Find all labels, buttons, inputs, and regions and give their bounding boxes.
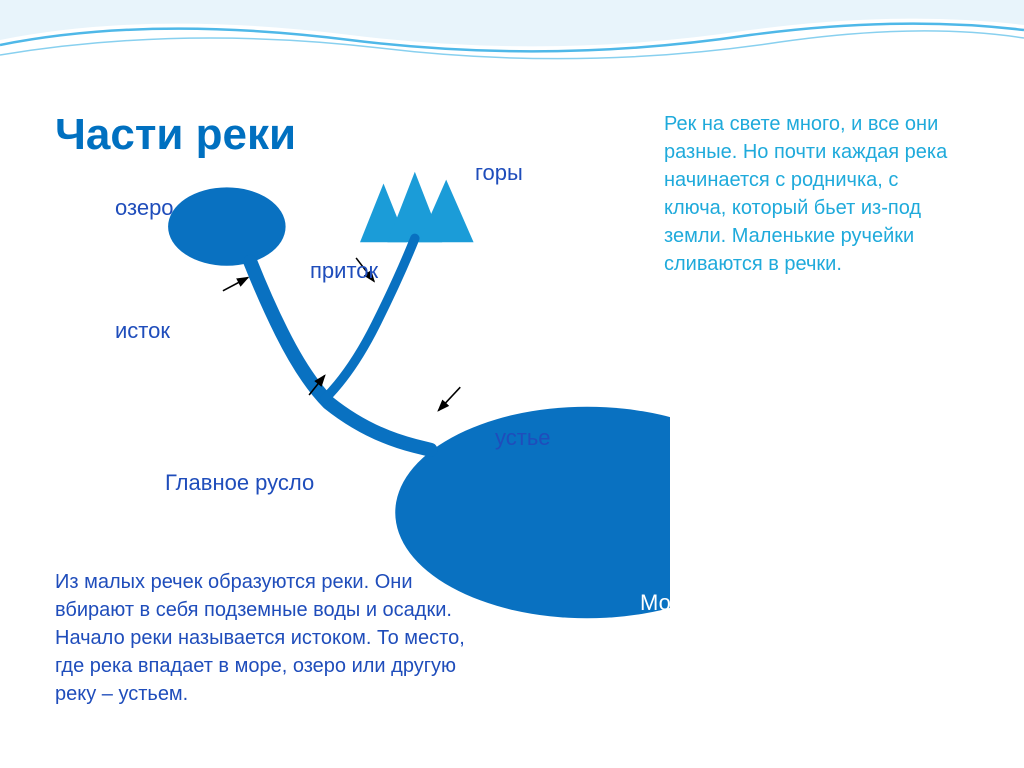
river-main	[250, 262, 430, 450]
page-title: Части реки	[55, 110, 296, 160]
river-diagram	[50, 160, 670, 630]
label-lake: озеро	[115, 195, 174, 221]
label-mouth: устье	[495, 425, 551, 451]
label-sea: Море	[640, 590, 695, 616]
side-paragraph: Рек на свете много, и все они разные. Но…	[664, 110, 964, 278]
arrow-source	[223, 278, 248, 291]
label-source: исток	[115, 318, 170, 344]
wave-decoration	[0, 0, 1024, 100]
label-tributary: приток	[310, 258, 378, 284]
label-mainchannel: Главное русло	[165, 470, 314, 496]
bottom-paragraph: Из малых речек образуются реки. Они вбир…	[55, 568, 485, 708]
arrow-mouth	[438, 387, 460, 411]
label-mountains: горы	[475, 160, 523, 186]
lake-shape	[168, 187, 285, 265]
